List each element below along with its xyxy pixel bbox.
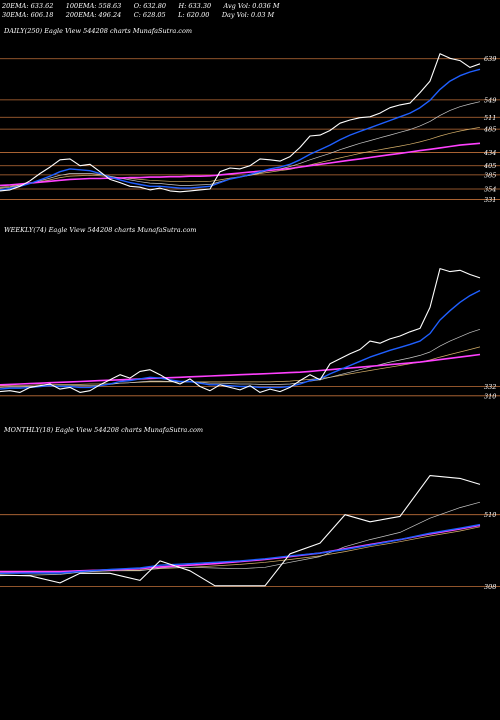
daily-level-label: 385 [484,171,496,179]
weekly-level-label: 332 [484,383,496,391]
weekly-level-label: 310 [484,392,496,400]
monthly-ema-fast-line [0,523,481,574]
header-row-1: 20EMA: 633.62 100EMA: 558.63 O: 632.80 H… [2,2,280,10]
weekly-ema-mid-line [0,346,481,387]
weekly-price-line [0,268,481,393]
monthly-ema-mid-line [0,526,481,573]
monthly-price-line [0,475,481,587]
daily-ema-long-line [0,142,481,187]
daily-level-label: 434 [483,149,496,157]
daily-level-label: 331 [484,196,496,204]
daily-level-label: 485 [483,126,496,134]
weekly-ema-fast-line [0,289,481,390]
daily-price-line [0,53,481,193]
monthly-level-label: 308 [484,583,496,591]
header-day-vol: Day Vol: 0.03 M [221,11,275,19]
daily-level-label: 405 [483,162,496,170]
header-open: O: 632.80 [133,2,167,10]
header-ema100: 100EMA: 558.63 [65,2,122,10]
daily-level-label: 511 [484,114,496,122]
header-ema200: 200EMA: 496.24 [65,11,122,19]
header-ema20: 20EMA: 633.62 [2,2,54,10]
weekly-ema-long-line [0,353,481,386]
daily-panel-title: DAILY(250) Eagle View 544208 charts Muna… [4,27,193,35]
weekly-ema-misc-line [0,328,481,388]
header-row-2: 30EMA: 606.18 200EMA: 496.24 C: 628.05 L… [2,11,274,19]
daily-ema-mid-line [0,126,481,188]
monthly-panel-title: MONTHLY(18) Eagle View 544208 charts Mun… [4,426,204,434]
header-ema30: 30EMA: 606.18 [2,11,54,19]
daily-level-label: 354 [484,186,496,194]
daily-level-label: 549 [484,96,496,104]
weekly-panel-title: WEEKLY(74) Eagle View 544208 charts Muna… [4,226,197,234]
header-close: C: 628.05 [133,11,166,19]
daily-level-label: 639 [484,55,496,63]
daily-ema-fast-line [0,68,481,191]
header-low: L: 620.00 [178,11,210,19]
header-high: H: 633.30 [178,2,212,10]
header-avg-vol: Avg Vol: 0.036 M [223,2,280,10]
monthly-ema-misc-line [0,501,481,577]
monthly-level-label: 510 [484,511,496,519]
